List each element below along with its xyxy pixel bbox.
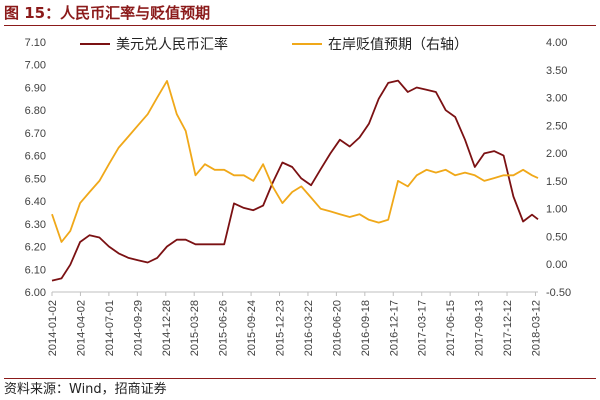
y-right-tick-label: 1.00 <box>546 204 567 216</box>
depreciation-expectation-series-line <box>51 80 539 243</box>
x-tick-label: 2017-06-15 <box>445 300 457 356</box>
x-tick-label: 2016-03-22 <box>303 300 315 356</box>
y-left-tick-label: 6.30 <box>25 219 46 231</box>
x-tick-label: 2018-03-12 <box>530 300 542 356</box>
x-tick-label: 2016-09-18 <box>360 300 372 356</box>
x-tick-label: 2014-01-02 <box>47 300 59 356</box>
y-right-tick-label: 2.00 <box>546 148 567 160</box>
x-tick-label: 2017-09-13 <box>474 300 486 356</box>
x-tick-label: 2016-06-20 <box>331 300 343 356</box>
figure-title: 图 15：人民币汇率与贬值预期 <box>4 2 596 26</box>
x-tick-label: 2015-09-24 <box>246 300 258 356</box>
x-tick-label: 2017-12-12 <box>502 300 514 356</box>
y-left-tick-label: 6.00 <box>25 287 46 299</box>
y-right-tick-label: -0.50 <box>546 287 571 299</box>
y-left-tick-label: 6.20 <box>25 242 46 254</box>
x-tick-label: 2014-12-28 <box>161 300 173 356</box>
x-tick-label: 2014-04-02 <box>75 300 87 356</box>
y-left-tick-label: 6.70 <box>25 128 46 140</box>
y-left-tick-label: 6.80 <box>25 105 46 117</box>
y-right-tick-label: 4.00 <box>546 37 567 49</box>
y-left-tick-label: 6.10 <box>25 264 46 276</box>
x-tick-label: 2014-07-01 <box>104 300 116 356</box>
series-lines <box>51 79 539 282</box>
figure-source: 资料来源：Wind，招商证券 <box>4 378 596 398</box>
y-left-tick-label: 6.40 <box>25 196 46 208</box>
legend-label: 在岸贬值预期（右轴） <box>328 37 468 53</box>
legend: 美元兑人民币汇率 在岸贬值预期（右轴） <box>80 36 468 53</box>
x-tick-label: 2016-12-17 <box>388 300 400 356</box>
x-tick-label: 2017-03-17 <box>417 300 429 356</box>
y-right-tick-label: 3.50 <box>546 65 567 77</box>
line-chart: 6.00 6.10 6.20 6.30 6.40 6.50 6.60 6.70 6.80 6.90… <box>25 36 572 356</box>
x-tick-label: 2015-12-23 <box>275 300 287 356</box>
y-right-tick-label: 3.00 <box>546 93 567 105</box>
y-left-tick-label: 6.60 <box>25 151 46 163</box>
y-left-tick-label: 6.90 <box>25 82 46 94</box>
axes: 6.00 6.10 6.20 6.30 6.40 6.50 6.60 6.70 6.80 6.90… <box>25 37 572 356</box>
x-tick-label: 2014-09-29 <box>132 300 144 356</box>
x-tick-label: 2015-06-26 <box>218 300 230 356</box>
y-right-tick-label: 0.50 <box>546 231 567 243</box>
y-left-tick-label: 7.10 <box>25 37 46 49</box>
y-right-tick-label: 2.50 <box>546 120 567 132</box>
usdcny-series-line <box>51 79 539 282</box>
y-right-tick-label: 0.00 <box>546 259 567 271</box>
x-tick-label: 2015-03-28 <box>189 300 201 356</box>
y-left-tick-label: 7.00 <box>25 60 46 72</box>
y-right-tick-label: 1.50 <box>546 176 567 188</box>
y-left-tick-label: 6.50 <box>25 173 46 185</box>
legend-label: 美元兑人民币汇率 <box>116 36 228 53</box>
